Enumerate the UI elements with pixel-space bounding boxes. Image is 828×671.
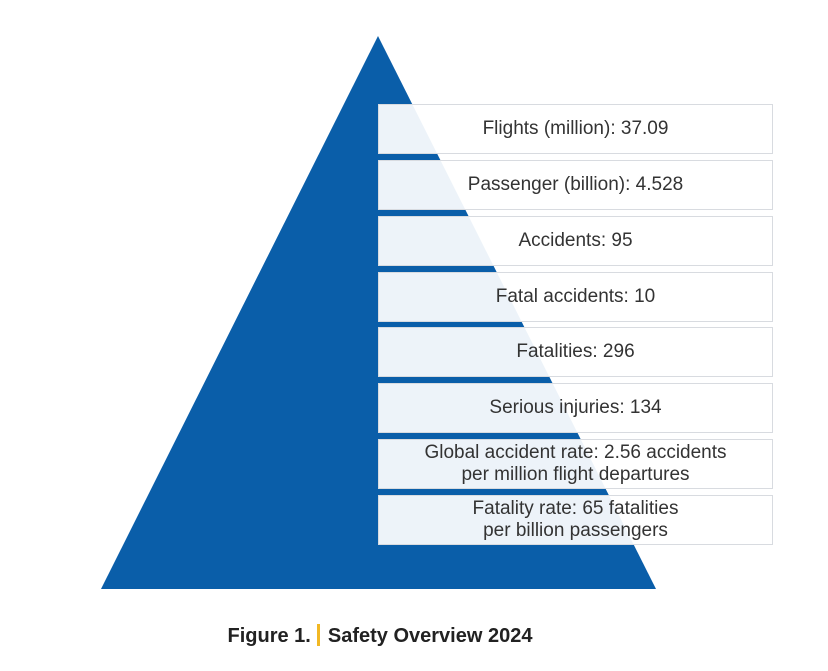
figure-caption: Figure 1. Safety Overview 2024 bbox=[0, 624, 760, 648]
row-fatalities: Fatalities: 296 bbox=[378, 327, 773, 377]
row-text-line: Fatality rate: 65 fatalities bbox=[472, 498, 679, 519]
row-text-line: Accidents: 95 bbox=[518, 230, 633, 251]
row-text-line: Global accident rate: 2.56 accidents bbox=[424, 442, 727, 463]
row-text-line: Fatalities: 296 bbox=[516, 341, 635, 362]
caption-divider bbox=[316, 624, 320, 646]
row-accidents: Accidents: 95 bbox=[378, 216, 773, 266]
row-text-line: per million flight departures bbox=[461, 464, 690, 485]
row-text-line: Flights (million): 37.09 bbox=[482, 118, 669, 139]
row-global-accident-rate: Global accident rate: 2.56 accidents per… bbox=[378, 439, 773, 489]
figure-label: Figure 1. bbox=[227, 625, 311, 647]
row-fatal-accidents: Fatal accidents: 10 bbox=[378, 272, 773, 322]
row-text-line: per billion passengers bbox=[483, 520, 668, 541]
row-text-line: Serious injuries: 134 bbox=[489, 397, 662, 418]
row-flights: Flights (million): 37.09 bbox=[378, 104, 773, 154]
row-text-line: Fatal accidents: 10 bbox=[495, 286, 656, 307]
row-text-line: Passenger (billion): 4.528 bbox=[467, 174, 684, 195]
row-passengers: Passenger (billion): 4.528 bbox=[378, 160, 773, 210]
figure-title: Safety Overview 2024 bbox=[327, 625, 533, 647]
row-fatality-rate: Fatality rate: 65 fatalities per billion… bbox=[378, 495, 773, 545]
row-serious-injuries: Serious injuries: 134 bbox=[378, 383, 773, 433]
